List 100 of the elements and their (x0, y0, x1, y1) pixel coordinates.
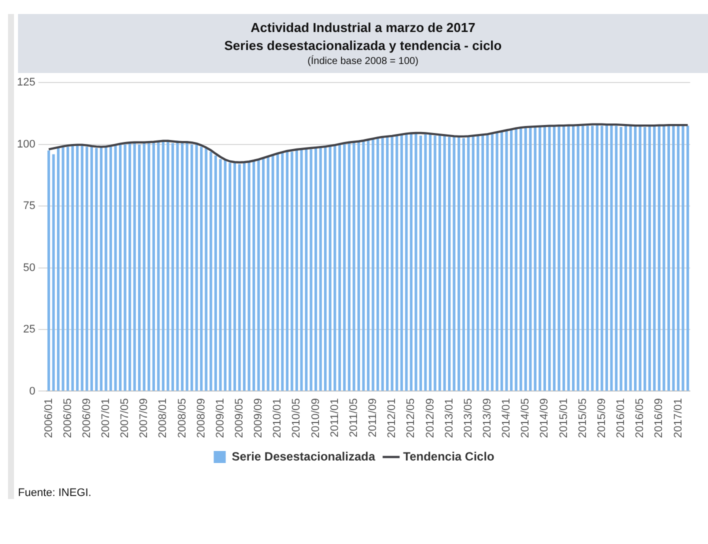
bar (162, 140, 164, 391)
bar (348, 143, 350, 391)
x-tick-label: 2007/01 (100, 398, 112, 438)
bar (472, 136, 474, 391)
bar (272, 154, 274, 391)
bar (490, 133, 494, 391)
y-tick-label: 125 (16, 76, 36, 89)
bar (324, 146, 327, 391)
bar (376, 138, 380, 391)
y-tick-label: 25 (23, 324, 36, 336)
chart-title: Actividad Industrial a marzo de 2017 (250, 20, 476, 35)
bar (658, 126, 660, 391)
bar (219, 159, 222, 391)
bar (166, 142, 170, 391)
bar (310, 149, 312, 391)
bar (638, 126, 642, 391)
bar (672, 126, 675, 391)
x-tick-label: 2008/01 (157, 398, 170, 438)
legend-label: Serie Desestacionalizada (232, 449, 376, 464)
bar (596, 124, 598, 391)
bar (667, 126, 670, 391)
bar (109, 146, 112, 391)
bar (338, 144, 341, 391)
bar (262, 158, 265, 391)
chart-subtitle: Series desestacionalizada y tendencia - ciclo (223, 38, 503, 53)
bar (682, 126, 684, 391)
bar (634, 126, 637, 391)
bar (648, 126, 651, 391)
bar (295, 149, 298, 391)
x-tick-label: 2016/01 (615, 398, 628, 438)
bar (620, 127, 622, 391)
bar (128, 142, 132, 391)
bar (505, 130, 508, 391)
bar (190, 144, 194, 391)
bar (558, 126, 560, 391)
bar (614, 126, 618, 391)
bar (572, 124, 575, 391)
bar (176, 140, 179, 391)
y-tick-label: 100 (16, 138, 36, 150)
bar (133, 143, 136, 391)
bar (71, 144, 74, 391)
x-tick-label: 2016/09 (653, 398, 666, 438)
x-tick-label: 2016/05 (634, 398, 646, 438)
x-tick-label: 2017/01 (672, 398, 684, 438)
bar (52, 154, 55, 391)
bar (366, 139, 370, 391)
x-tick-label: 2007/09 (138, 398, 150, 438)
bar (591, 126, 594, 391)
bar (343, 143, 346, 391)
source-note: Fuente: INEGI. (18, 487, 92, 499)
bar (448, 136, 451, 391)
bar (238, 164, 241, 391)
bar (171, 143, 174, 391)
bar (114, 144, 117, 391)
bar (534, 127, 536, 391)
bar (552, 126, 556, 391)
bar (586, 126, 589, 391)
x-tick-label: 2012/01 (386, 398, 398, 438)
bar (462, 138, 465, 391)
bar (242, 162, 246, 391)
legend-label: Tendencia Ciclo (403, 449, 494, 464)
bar (438, 134, 442, 391)
bar (290, 152, 294, 391)
x-tick-label: 2014/09 (538, 398, 551, 438)
bar (582, 126, 584, 391)
bar (228, 162, 232, 391)
x-tick-label: 2013/09 (482, 398, 494, 438)
bar (405, 134, 408, 391)
bar (233, 162, 236, 391)
bar (62, 146, 64, 391)
bar (47, 150, 50, 391)
bar (362, 140, 365, 391)
x-tick-label: 2012/09 (424, 398, 436, 438)
bar (520, 128, 522, 391)
bar (104, 146, 108, 391)
x-tick-label: 2010/09 (310, 398, 322, 438)
bar (529, 127, 532, 391)
bar (653, 126, 656, 391)
bar (390, 136, 394, 391)
x-tick-label: 2011/09 (367, 398, 380, 438)
y-tick-label: 0 (29, 385, 36, 398)
bar (605, 124, 608, 391)
bar (686, 126, 690, 391)
bar (200, 146, 203, 391)
x-tick-label: 2009/01 (214, 398, 226, 438)
bar (352, 142, 356, 391)
x-tick-label: 2009/09 (252, 398, 265, 438)
bar (100, 146, 103, 391)
bar (396, 136, 398, 391)
bar (314, 146, 318, 391)
bar (467, 136, 470, 391)
bar (56, 148, 60, 391)
bar (428, 134, 432, 391)
bar (458, 136, 460, 391)
bar (410, 133, 412, 391)
bar (95, 148, 98, 391)
bar (481, 134, 484, 391)
bar (543, 127, 546, 391)
x-tick-label: 2014/01 (500, 398, 513, 438)
bar (304, 148, 308, 391)
